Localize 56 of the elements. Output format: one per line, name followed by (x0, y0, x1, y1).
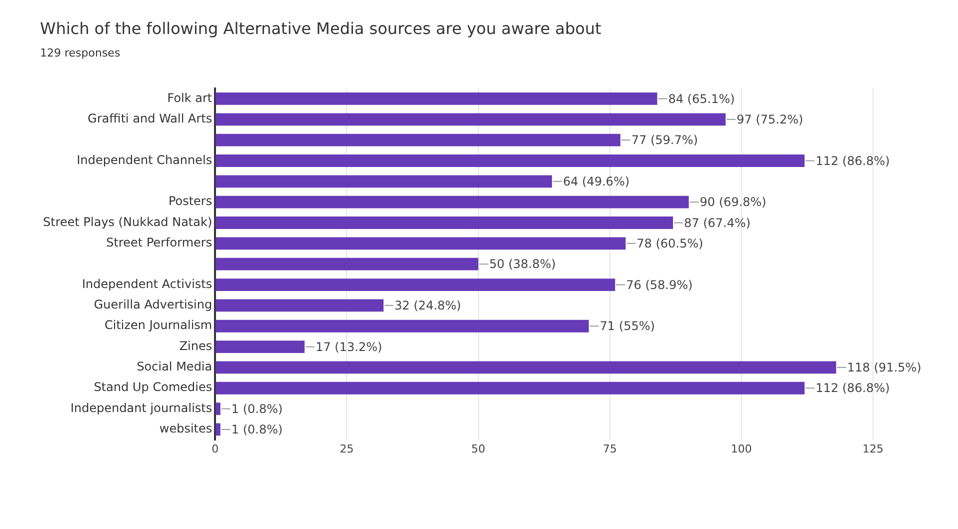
data-label: 1 (0.8%) (231, 422, 283, 437)
data-label: 76 (58.9%) (626, 278, 693, 292)
bar (216, 134, 620, 146)
y-tick-label: Folk art (167, 90, 212, 105)
data-label: 78 (60.5%) (636, 236, 704, 251)
bar (216, 320, 589, 332)
bar (216, 382, 805, 394)
bar (216, 299, 384, 312)
y-tick-label: Independent Activists (82, 276, 212, 291)
data-label: 64 (49.6%) (562, 174, 630, 189)
x-tick-label: 25 (340, 442, 354, 456)
data-label: 84 (65.1%) (668, 92, 735, 106)
y-tick-label: Zines (179, 338, 212, 353)
text: 129 responses (40, 46, 120, 60)
bar (216, 423, 220, 436)
bar (216, 113, 726, 126)
y-tick-label: Independent Channels (76, 152, 212, 167)
y-tick-label: Social Media (136, 360, 212, 374)
y-tick-label: Independant journalists (70, 400, 212, 415)
x-tick-label: 0 (212, 442, 219, 456)
bar (216, 196, 689, 208)
chart-title: Which of the following Alternative Media sources are you aware about (40, 18, 602, 38)
bar (216, 92, 658, 105)
data-label: 112 (86.8%) (816, 154, 890, 168)
x-tick-label: 125 (862, 442, 884, 456)
data-label: 1 (0.8%) (231, 402, 283, 416)
y-tick-label: Graffiti and Wall Arts (88, 112, 212, 126)
y-tick-label: Guerilla Advertising (94, 298, 212, 312)
bar (216, 258, 478, 270)
bar (216, 175, 552, 188)
data-label: 71 (55%) (600, 319, 655, 334)
data-label: 112 (86.8%) (816, 381, 890, 396)
x-tick-label: 75 (602, 442, 617, 456)
data-label: 32 (24.8%) (394, 298, 462, 313)
bar (216, 216, 674, 229)
data-label: 90 (69.8%) (700, 195, 766, 210)
data-label: 87 (67.4%) (684, 216, 751, 230)
bar (216, 361, 836, 374)
data-label: 50 (38.8%) (489, 257, 556, 272)
data-label: 118 (91.5%) (847, 360, 922, 375)
y-tick-label: websites (159, 422, 212, 436)
x-tick-label: 100 (730, 442, 752, 456)
bar (216, 402, 220, 415)
data-label: 77 (59.7%) (631, 133, 698, 148)
y-tick-label: Citizen Journalism (104, 318, 212, 332)
x-tick-label: 50 (471, 442, 486, 456)
bar (216, 278, 616, 291)
data-label: 97 (75.2%) (736, 112, 804, 127)
data-label: 17 (13.2%) (316, 340, 382, 354)
bar (216, 154, 805, 167)
bar (216, 340, 305, 353)
y-tick-label: Stand Up Comedies (94, 380, 212, 394)
y-tick-label: Street Plays (Nukkad Natak) (43, 214, 212, 229)
y-tick-label: Posters (168, 194, 212, 208)
bar (216, 237, 626, 250)
y-tick-label: Street Performers (106, 236, 212, 250)
